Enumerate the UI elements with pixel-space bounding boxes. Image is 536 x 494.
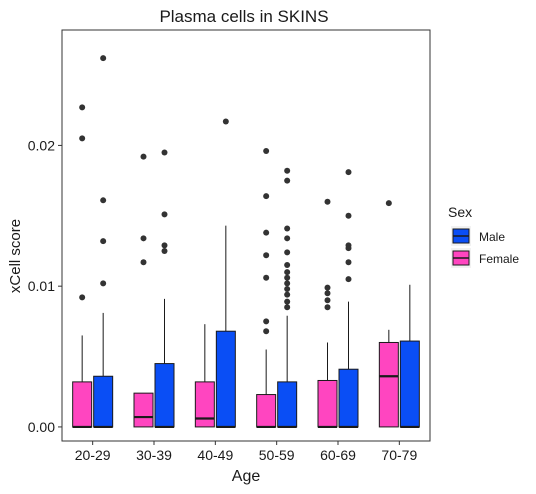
outlier-point-female-70-79	[385, 200, 392, 207]
outlier-point-female-30-39	[140, 259, 147, 266]
outlier-point-male-50-59	[284, 298, 291, 305]
box-male-30-39	[154, 363, 175, 428]
outlier-point-female-60-69	[324, 290, 331, 297]
y-axis-title: xCell score	[7, 219, 24, 293]
outlier-point-female-20-29	[79, 294, 86, 301]
outlier-point-female-50-59	[263, 193, 270, 200]
outlier-point-female-50-59	[263, 148, 270, 155]
outlier-point-male-50-59	[284, 225, 291, 232]
outlier-point-female-30-39	[140, 153, 147, 160]
outlier-point-male-50-59	[284, 304, 291, 311]
box-male-50-59	[277, 381, 298, 428]
outlier-point-male-50-59	[284, 249, 291, 256]
legend: Sex Male Female	[448, 204, 519, 268]
outlier-point-male-20-29	[100, 280, 107, 287]
box-female-20-29	[72, 381, 93, 428]
legend-label-female: Female	[479, 252, 519, 266]
axis-layer: 0.00 0.01 0.02 20-29 30-39 40-49 50-59 60-69 70-…	[28, 137, 418, 463]
plot-panel	[61, 29, 431, 442]
outlier-point-female-50-59	[263, 318, 270, 325]
outlier-point-female-20-29	[79, 104, 86, 111]
outlier-point-male-60-69	[345, 169, 352, 176]
box-female-40-49	[194, 381, 215, 428]
box-female-30-39	[133, 392, 154, 428]
chart-title: Plasma cells in SKINS	[159, 7, 328, 26]
x-tick-label: 60-69	[320, 447, 356, 463]
y-tick-label: 0.01	[28, 278, 55, 294]
outlier-point-male-30-39	[161, 211, 168, 218]
outlier-point-male-50-59	[284, 235, 291, 242]
outlier-point-male-20-29	[100, 55, 107, 62]
outlier-point-male-60-69	[345, 276, 352, 283]
x-tick-label: 50-59	[259, 447, 295, 463]
x-tick-label: 70-79	[381, 447, 417, 463]
legend-items: Male Female	[451, 226, 519, 268]
outlier-point-male-50-59	[284, 280, 291, 287]
outlier-point-female-50-59	[263, 252, 270, 259]
box-female-50-59	[256, 394, 277, 428]
box-male-40-49	[215, 330, 236, 428]
outlier-point-male-30-39	[161, 149, 168, 156]
legend-label-male: Male	[479, 230, 505, 244]
outlier-point-male-50-59	[284, 262, 291, 269]
outlier-point-male-20-29	[100, 197, 107, 204]
x-tick-label: 20-29	[75, 447, 111, 463]
outlier-point-male-50-59	[284, 291, 291, 298]
outlier-point-female-50-59	[263, 229, 270, 236]
outlier-point-male-40-49	[222, 118, 229, 125]
outlier-point-male-20-29	[100, 238, 107, 245]
y-tick-label: 0.00	[28, 419, 55, 435]
outlier-point-male-50-59	[284, 269, 291, 276]
outlier-point-male-60-69	[345, 259, 352, 266]
outlier-point-male-50-59	[284, 177, 291, 184]
outlier-point-male-50-59	[284, 167, 291, 174]
outlier-point-female-60-69	[324, 284, 331, 291]
outlier-point-male-30-39	[161, 247, 168, 254]
outlier-point-female-50-59	[263, 274, 270, 281]
outlier-point-male-60-69	[345, 212, 352, 219]
outlier-point-male-60-69	[345, 245, 352, 252]
outlier-point-female-60-69	[324, 304, 331, 311]
x-tick-label: 40-49	[197, 447, 233, 463]
box-male-20-29	[93, 375, 114, 428]
x-tick-label: 30-39	[136, 447, 172, 463]
outlier-point-male-50-59	[284, 285, 291, 292]
outlier-point-male-30-39	[161, 242, 168, 249]
legend-title: Sex	[448, 204, 472, 220]
y-tick-label: 0.02	[28, 137, 55, 153]
x-axis-title: Age	[232, 468, 261, 485]
outlier-point-female-20-29	[79, 135, 86, 142]
box-male-60-69	[338, 368, 359, 428]
box-male-70-79	[399, 340, 420, 428]
outlier-point-female-30-39	[140, 235, 147, 242]
outlier-point-female-50-59	[263, 328, 270, 335]
outlier-point-male-50-59	[284, 274, 291, 281]
outlier-point-female-60-69	[324, 297, 331, 304]
box-female-60-69	[317, 379, 338, 428]
outlier-point-female-60-69	[324, 198, 331, 205]
box-female-70-79	[378, 341, 399, 428]
plot-layer	[72, 55, 420, 429]
